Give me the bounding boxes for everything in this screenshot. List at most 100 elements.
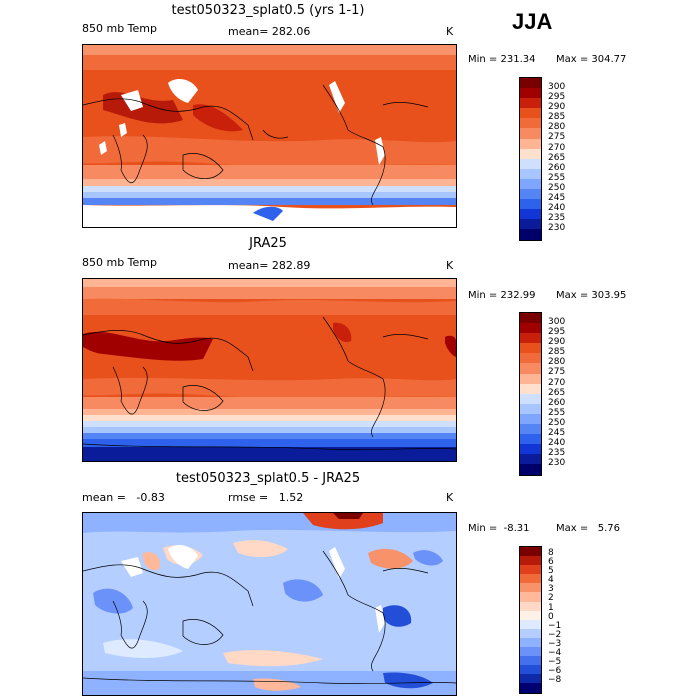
panel-2-variable-label: 850 mb Temp	[82, 256, 158, 269]
panel-3-colorbar-swatch	[520, 619, 541, 629]
colorbar-tick-label: 260	[548, 397, 566, 408]
panel-2-colorbar-swatch	[520, 353, 541, 364]
panel-3-min: Min = -8.31	[468, 523, 530, 534]
colorbar-tick-label: 250	[548, 182, 566, 193]
panel-2-colorbar-swatch	[520, 424, 541, 435]
colorbar-tick-label: −1	[548, 620, 562, 631]
panel-2-colorbar-swatch	[520, 403, 541, 414]
panel-3-colorbar-swatch	[520, 656, 541, 666]
panel-1-colorbar-swatch	[520, 199, 541, 210]
panel-2-colorbar-swatch	[520, 464, 541, 475]
panel-1-colorbar-swatch	[520, 219, 541, 230]
colorbar-tick-label: 235	[548, 213, 566, 224]
panel-3-colorbar-swatch	[520, 683, 541, 693]
panel-1-map	[82, 44, 457, 228]
panel-2-colorbar-swatch	[520, 454, 541, 465]
colorbar-tick-label: 250	[548, 417, 566, 428]
panel-1-title: test050323_splat0.5 (yrs 1-1)	[171, 3, 365, 18]
panel-1-colorbar-swatch	[520, 98, 541, 109]
colorbar-tick-label: 290	[548, 337, 566, 348]
colorbar-tick-label: 265	[548, 152, 566, 163]
panel-2-title: JRA25	[249, 236, 287, 251]
panel-3-colorbar-swatch	[520, 647, 541, 657]
colorbar-tick-label: 280	[548, 357, 566, 368]
colorbar-tick-label: 4	[548, 575, 554, 586]
panel-2-colorbar-swatch	[520, 323, 541, 334]
colorbar-tick-label: 2	[548, 593, 554, 604]
colorbar-tick-label: 280	[548, 122, 566, 133]
panel-2-colorbar-swatch	[520, 413, 541, 425]
colorbar-tick-label: 245	[548, 193, 566, 204]
panel-2-colorbar-swatch	[520, 343, 541, 354]
panel-1-colorbar-swatch	[520, 138, 541, 149]
panel-3-colorbar-swatch	[520, 628, 541, 638]
panel-1-colorbar-swatch	[520, 148, 541, 159]
panel-1-colorbar-swatch	[520, 209, 541, 220]
panel-2-colorbar-swatch	[520, 444, 541, 455]
colorbar-tick-label: 255	[548, 407, 566, 418]
colorbar-tick-label: −6	[548, 666, 562, 677]
colorbar-tick-label: 270	[548, 377, 566, 388]
panel-2-colorbar-labels: 300 295 290 285 280 275 270 265 260 255 …	[548, 317, 565, 468]
panel-2-colorbar-swatch	[520, 434, 541, 445]
panel-2-colorbar-swatch	[520, 373, 541, 384]
panel-3-colorbar-swatch	[520, 592, 541, 602]
panel-3-colorbar-swatch	[520, 601, 541, 611]
panel-1-variable-label: 850 mb Temp	[82, 22, 158, 35]
panel-2-colorbar-swatch	[520, 383, 541, 394]
panel-1-colorbar-swatch	[520, 168, 541, 179]
panel-3-colorbar-swatch	[520, 565, 541, 575]
colorbar-tick-label: 290	[548, 102, 566, 113]
colorbar-tick-label: 230	[548, 458, 566, 469]
colorbar-tick-label: −2	[548, 629, 562, 640]
colorbar-tick-label: 235	[548, 448, 566, 459]
colorbar-tick-label: 265	[548, 387, 566, 398]
panel-1-colorbar-swatch	[520, 158, 541, 169]
panel-2-colorbar-swatch	[520, 333, 541, 344]
panel-1-colorbar-swatch	[520, 178, 541, 190]
colorbar-tick-label: 255	[548, 172, 566, 183]
panel-1-colorbar-labels: 300 295 290 285 280 275 270 265 260 255 …	[548, 82, 565, 233]
colorbar-tick-label: 300	[548, 317, 566, 327]
season-label: JJA	[512, 9, 553, 34]
colorbar-tick-label: 240	[548, 438, 566, 449]
panel-2-colorbar	[519, 312, 542, 476]
panel-3-rmse: rmse = 1.52	[228, 491, 304, 504]
panel-1-colorbar-swatch	[520, 189, 541, 200]
colorbar-tick-label: 285	[548, 112, 566, 123]
panel-1-min: Min = 231.34	[468, 54, 536, 65]
panel-1-colorbar-swatch	[520, 118, 541, 129]
panel-3-colorbar-swatch	[520, 637, 541, 648]
colorbar-tick-label: 295	[548, 327, 566, 338]
colorbar-tick-label: −3	[548, 638, 562, 649]
panel-3-colorbar-swatch	[520, 556, 541, 566]
colorbar-tick-label: 3	[548, 584, 554, 595]
colorbar-tick-label: 5	[548, 566, 554, 577]
colorbar-tick-label: 6	[548, 557, 554, 568]
panel-3-colorbar-swatch	[520, 574, 541, 584]
panel-3-title: test050323_splat0.5 - JRA25	[175, 471, 361, 486]
colorbar-tick-label: 300	[548, 82, 566, 92]
panel-2-colorbar-swatch	[520, 363, 541, 374]
colorbar-tick-label: 275	[548, 367, 566, 378]
panel-3-colorbar	[519, 546, 542, 694]
panel-1-unit: K	[446, 25, 454, 38]
panel-3-mean: mean = -0.83	[82, 491, 165, 504]
panel-3-colorbar-swatch	[520, 674, 541, 684]
colorbar-tick-label: −8	[548, 675, 562, 686]
colorbar-tick-label: 295	[548, 92, 566, 103]
colorbar-tick-label: 240	[548, 203, 566, 214]
panel-2-unit: K	[446, 259, 454, 272]
colorbar-tick-label: 270	[548, 142, 566, 153]
colorbar-tick-label: 275	[548, 132, 566, 143]
panel-2-colorbar-swatch	[520, 393, 541, 404]
colorbar-tick-label: −4	[548, 648, 562, 659]
colorbar-tick-label: 0	[548, 611, 554, 622]
panel-2-max: Max = 303.95	[556, 290, 627, 301]
colorbar-tick-label: −5	[548, 657, 562, 668]
colorbar-tick-label: 1	[548, 602, 554, 613]
panel-2-mean: mean= 282.89	[228, 259, 311, 272]
panel-3-map	[82, 512, 457, 696]
panel-3-max: Max = 5.76	[556, 523, 621, 534]
panel-3-colorbar-labels: 8 6 5 4 3 2 1 0 −1 −2 −3 −4 −5 −6 −8	[548, 548, 562, 686]
